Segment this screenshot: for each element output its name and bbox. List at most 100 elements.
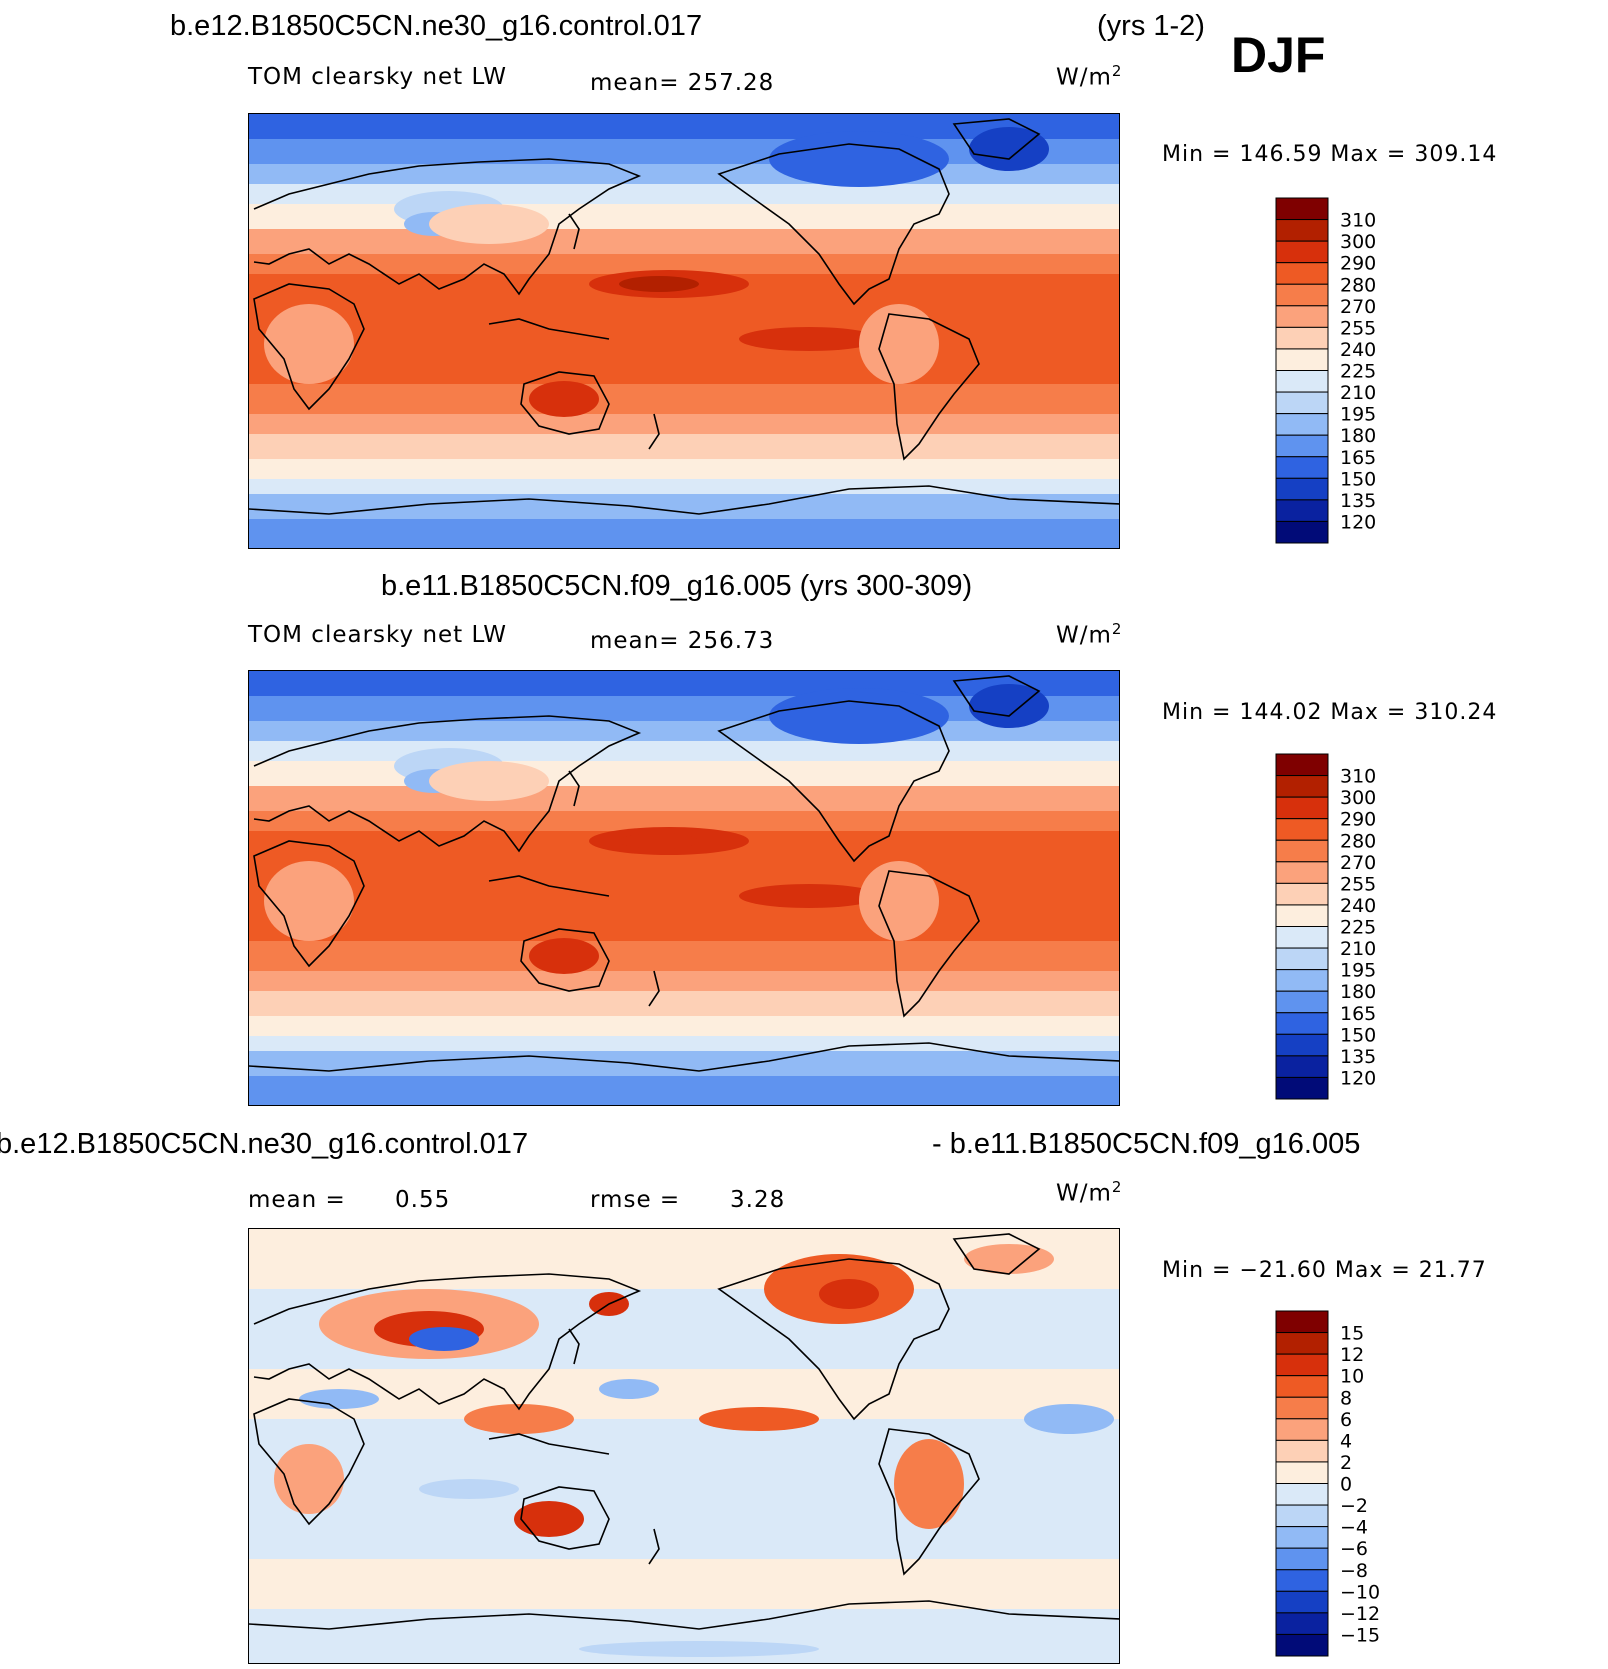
colorbar-box [1275,904,1329,927]
field-band [249,519,1119,548]
field-band [249,184,1119,204]
colorbar-tick-label: −10 [1340,1581,1380,1603]
colorbar-box [1275,1633,1329,1657]
colorbar-box [1275,326,1329,350]
colorbar-box [1275,413,1329,436]
field-band [249,991,1119,1016]
colorbar-tick-label: −15 [1340,1624,1380,1646]
coastline [878,313,980,461]
top-units-label: W/m2 [1056,62,1123,91]
colorbar-box [1275,796,1329,820]
colorbar-tick-label: 280 [1340,274,1376,296]
field-band [249,761,1119,786]
colorbar-box [1275,1569,1329,1592]
field-anomaly [859,304,939,384]
colorbar-tick-label: 225 [1340,917,1376,939]
colorbar-box [1275,1353,1329,1377]
colorbar-tick-label: 15 [1340,1323,1364,1345]
colorbar-box [1275,990,1329,1014]
top-map-panel [248,113,1120,549]
colorbar-tick-label: 12 [1340,1344,1364,1366]
colorbar-box [1275,1332,1329,1355]
colorbar-box [1275,861,1329,884]
colorbar-box [1275,456,1329,479]
colorbar-box [1275,1547,1329,1571]
colorbar-tick-label: 120 [1340,1067,1376,1089]
coastline [249,485,1119,515]
coastline [249,1600,1119,1630]
top-variable-label: TOM clearsky net LW [248,64,507,90]
colorbar-tick-label: 255 [1340,873,1376,895]
field-anomaly [769,688,949,744]
colorbar-box [1275,839,1329,863]
coastline [717,1258,950,1421]
coastline [253,283,365,411]
colorbar-box [1275,197,1329,221]
field-band [249,1036,1119,1051]
colorbar-tick-label: 240 [1340,339,1376,361]
field-band [249,971,1119,991]
colorbar-tick-label: 195 [1340,960,1376,982]
colorbar-box [1275,391,1329,415]
field-anomaly [464,1404,574,1434]
colorbar-tick-label: 310 [1340,766,1376,788]
field-anomaly [429,204,549,244]
coastline [488,318,610,340]
colorbar-box [1275,926,1329,949]
colorbar-tick-label: 300 [1340,787,1376,809]
field-band [249,479,1119,494]
colorbar-box [1275,283,1329,307]
field-band [249,811,1119,831]
coastline [253,158,642,296]
season-label: DJF [1231,27,1326,83]
field-anomaly [619,276,699,292]
colorbar-tick-label: 180 [1340,981,1376,1003]
colorbar-box [1275,305,1329,328]
colorbar-tick-label: 225 [1340,361,1376,383]
field-anomaly [969,684,1049,728]
coastline [878,1428,980,1576]
field-band [249,494,1119,519]
field-anomaly [969,127,1049,171]
mid-colorbar-svg: 3103002902802702552402252101951801651501… [1275,753,1376,1100]
field-anomaly [514,1501,584,1537]
colorbar-tick-label: 300 [1340,231,1376,253]
field-anomaly [964,1244,1054,1274]
coastline [488,1433,610,1455]
colorbar-tick-label: 270 [1340,296,1376,318]
top-mean-label: mean= 257.28 [590,70,775,96]
coastline [520,371,610,435]
colorbar-box [1275,969,1329,992]
diff-mean-label: mean = [248,1187,346,1213]
top-case-title: b.e12.B1850C5CN.ne30_g16.control.017 [170,10,703,42]
field-anomaly [859,861,939,941]
field-anomaly [739,327,879,351]
coastline [648,413,660,450]
colorbar-box [1275,775,1329,798]
field-anomaly [409,1327,479,1351]
colorbar-box [1275,1076,1329,1100]
diff-mean-value: 0.55 [395,1187,451,1213]
diff-minmax-label: Min = −21.60 Max = 21.77 [1162,1258,1487,1283]
colorbar-tick-label: 270 [1340,852,1376,874]
field-anomaly [819,1279,879,1309]
colorbar-box [1275,477,1329,501]
colorbar-tick-label: 210 [1340,382,1376,404]
field-band [249,459,1119,479]
colorbar-box [1275,348,1329,371]
colorbar-tick-label: 165 [1340,1003,1376,1025]
colorbar-tick-label: 255 [1340,317,1376,339]
coastline [568,1328,580,1365]
diff-map [249,1229,1119,1663]
colorbar-tick-label: 10 [1340,1366,1364,1388]
colorbar-tick-label: 0 [1340,1474,1352,1496]
field-band [249,254,1119,274]
colorbar-tick-label: 120 [1340,511,1376,533]
colorbar-box [1275,1055,1329,1078]
top-minmax-label: Min = 146.59 Max = 309.14 [1162,142,1498,167]
mid-colorbar: 310 300 290 280 270 255 240 225 210 195 180 165 150 1… [1275,753,1376,1100]
colorbar-box [1275,1310,1329,1334]
field-anomaly [274,1444,344,1514]
colorbar-box [1275,1033,1329,1057]
